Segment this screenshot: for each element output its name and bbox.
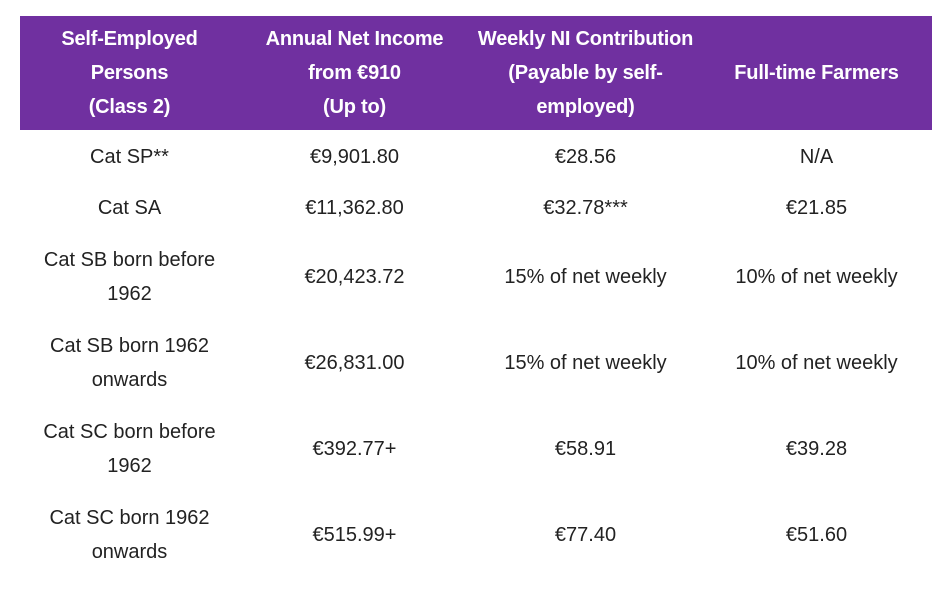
header-full-time-farmers: Full-time Farmers bbox=[701, 16, 932, 130]
table-row: Cat SB born 1962 onwards €26,831.00 15% … bbox=[20, 320, 932, 406]
category-cell: Cat SB born before 1962 bbox=[20, 234, 239, 320]
table-row: Cat SA €11,362.80 €32.78*** €21.85 bbox=[20, 182, 932, 234]
header-line: Self-Employed bbox=[61, 28, 198, 50]
category-cell: Cat SA bbox=[20, 182, 239, 234]
category-cell: Cat SP** bbox=[20, 130, 239, 182]
income-cell: €515.99+ bbox=[312, 524, 397, 546]
farmers-cell: €39.28 bbox=[785, 438, 848, 460]
header-line: (Payable by self- bbox=[508, 62, 663, 84]
category-line: 1962 bbox=[107, 283, 152, 305]
weekly-cell: €32.78*** bbox=[543, 197, 628, 219]
category-line: Cat SB born 1962 bbox=[50, 335, 209, 357]
category-line: Cat SA bbox=[97, 197, 162, 219]
category-line: Cat SC born before bbox=[43, 421, 216, 443]
header-line: (Class 2) bbox=[88, 96, 171, 118]
weekly-cell: €28.56 bbox=[554, 146, 617, 168]
header-line: from €910 bbox=[308, 62, 401, 84]
table-row: Cat SB born before 1962 €20,423.72 15% o… bbox=[20, 234, 932, 320]
category-line: Cat SB born before bbox=[43, 249, 216, 271]
header-line: Weekly NI Contribution bbox=[477, 28, 694, 50]
header-weekly-ni-contribution: Weekly NI Contribution (Payable by self-… bbox=[470, 16, 701, 130]
header-line: (Up to) bbox=[322, 96, 386, 118]
weekly-cell: €77.40 bbox=[554, 524, 617, 546]
weekly-cell: 15% of net weekly bbox=[504, 352, 667, 374]
table-row: Cat SC born 1962 onwards €515.99+ €77.40… bbox=[20, 492, 932, 578]
category-cell: Cat SC born before 1962 bbox=[20, 406, 239, 492]
weekly-cell: 15% of net weekly bbox=[504, 266, 667, 288]
income-cell: €9,901.80 bbox=[310, 146, 399, 168]
category-line: Cat SC born 1962 bbox=[49, 507, 210, 529]
table-row: Cat SC born before 1962 €392.77+ €58.91 … bbox=[20, 406, 932, 492]
farmers-cell: 10% of net weekly bbox=[735, 352, 898, 374]
header-line: Persons bbox=[90, 62, 169, 84]
header-line: Annual Net Income bbox=[265, 28, 444, 50]
farmers-cell: N/A bbox=[799, 146, 834, 168]
table-row: Cat SP** €9,901.80 €28.56 N/A bbox=[20, 130, 932, 182]
category-line: 1962 bbox=[107, 455, 152, 477]
category-line: Cat SP** bbox=[90, 146, 169, 168]
header-line: Full-time Farmers bbox=[734, 62, 899, 84]
category-cell: Cat SC born 1962 onwards bbox=[20, 492, 239, 578]
income-cell: €11,362.80 bbox=[305, 197, 404, 219]
header-annual-net-income: Annual Net Income from €910 (Up to) bbox=[239, 16, 470, 130]
header-self-employed-persons: Self-Employed Persons (Class 2) bbox=[20, 16, 239, 130]
farmers-cell: €21.85 bbox=[785, 197, 848, 219]
table-header-row: Self-Employed Persons (Class 2) Annual N… bbox=[20, 16, 932, 130]
header-line: employed) bbox=[536, 96, 635, 118]
farmers-cell: 10% of net weekly bbox=[735, 266, 898, 288]
farmers-cell: €51.60 bbox=[785, 524, 848, 546]
category-line: onwards bbox=[91, 369, 168, 391]
income-cell: €26,831.00 bbox=[304, 352, 405, 374]
income-cell: €392.77+ bbox=[312, 438, 397, 460]
ni-contribution-table: Self-Employed Persons (Class 2) Annual N… bbox=[20, 16, 932, 578]
weekly-cell: €58.91 bbox=[554, 438, 617, 460]
category-line: onwards bbox=[91, 541, 168, 563]
category-cell: Cat SB born 1962 onwards bbox=[20, 320, 239, 406]
income-cell: €20,423.72 bbox=[304, 266, 405, 288]
